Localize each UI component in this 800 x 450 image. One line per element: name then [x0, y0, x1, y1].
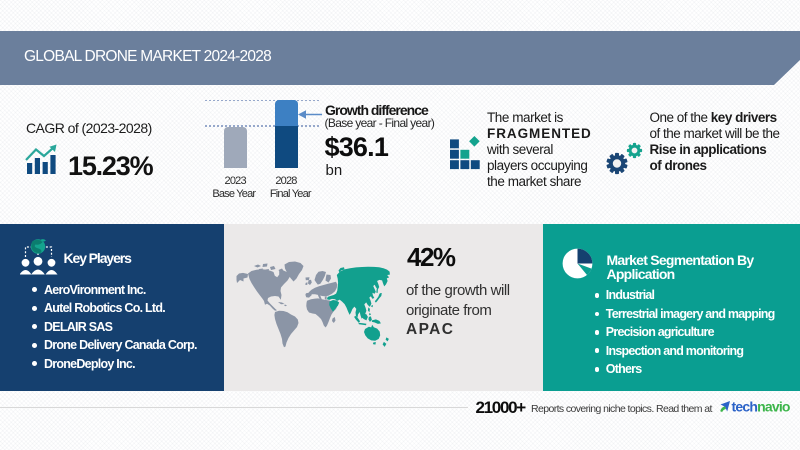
svg-text:technavio: technavio [732, 398, 790, 414]
